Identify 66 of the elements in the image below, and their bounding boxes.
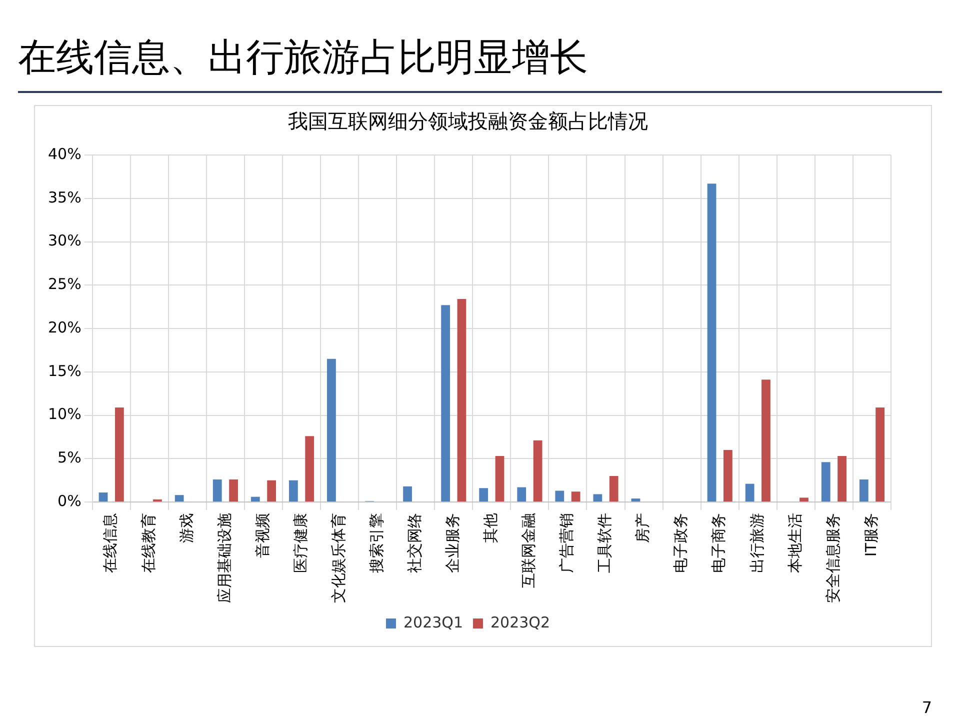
bar bbox=[229, 479, 238, 502]
legend-label: 2023Q2 bbox=[490, 613, 550, 632]
y-tick-label: 5% bbox=[58, 448, 82, 467]
x-tick-label: 文化娱乐体育 bbox=[329, 513, 348, 603]
bar bbox=[212, 479, 222, 502]
y-tick-label: 10% bbox=[48, 405, 82, 424]
bar bbox=[876, 407, 885, 502]
bar bbox=[441, 305, 450, 502]
x-tick-label: 工具软件 bbox=[596, 513, 614, 573]
bar bbox=[457, 299, 466, 502]
x-tick-label: 企业服务 bbox=[444, 513, 462, 573]
text: 7 bbox=[922, 698, 932, 717]
x-tick-label: IT服务 bbox=[862, 513, 880, 557]
chart-subtitle: 我国互联网细分领域投融资金额占比情况 bbox=[288, 109, 648, 134]
x-tick-label: 互联网金融 bbox=[520, 513, 538, 588]
chart-title: 在线信息、出行旅游占比明显增长 bbox=[17, 34, 589, 81]
bar bbox=[479, 488, 488, 502]
x-tick-label: 房产 bbox=[634, 513, 652, 543]
bar bbox=[174, 495, 184, 502]
y-tick-label: 20% bbox=[48, 318, 82, 336]
bar bbox=[250, 496, 260, 502]
bar bbox=[609, 476, 618, 502]
bar bbox=[517, 487, 526, 502]
bar bbox=[762, 380, 770, 502]
bar bbox=[593, 494, 602, 502]
x-tick-label: 电子政务 bbox=[672, 513, 690, 573]
y-tick-label: 35% bbox=[48, 188, 82, 206]
x-tick-label: 广告营销 bbox=[558, 513, 576, 573]
bar bbox=[745, 484, 754, 502]
bar bbox=[327, 358, 336, 502]
x-tick-label: 其他 bbox=[482, 513, 500, 543]
bar bbox=[305, 436, 314, 502]
x-tick-label: 在线信息 bbox=[101, 513, 120, 573]
y-tick-label: 25% bbox=[48, 275, 82, 294]
y-tick-label: 0% bbox=[58, 492, 82, 510]
x-tick-label: 在线教育 bbox=[139, 513, 158, 573]
bar bbox=[288, 480, 298, 502]
x-tick-label: 电子商务 bbox=[710, 513, 728, 573]
bar bbox=[838, 456, 846, 502]
x-tick-label: 音视频 bbox=[253, 513, 272, 558]
bar bbox=[98, 492, 108, 502]
y-tick-label: 30% bbox=[48, 232, 82, 250]
x-tick-label: 应用基础设施 bbox=[215, 513, 234, 603]
x-tick-label: 安全信息服务 bbox=[824, 513, 842, 603]
x-tick-label: 游戏 bbox=[177, 513, 196, 543]
bar bbox=[821, 462, 830, 502]
x-tick-label: 搜索引擎 bbox=[367, 513, 386, 573]
bar bbox=[859, 479, 868, 502]
bar bbox=[114, 407, 124, 502]
bar bbox=[555, 490, 564, 502]
bar bbox=[533, 440, 542, 502]
y-tick-label: 15% bbox=[48, 362, 82, 380]
y-tick-label: 40% bbox=[48, 144, 82, 163]
bar bbox=[267, 480, 276, 502]
bar bbox=[723, 450, 732, 502]
bar bbox=[495, 456, 504, 502]
bar bbox=[707, 184, 716, 502]
x-tick-label: 医疗健康 bbox=[291, 513, 310, 573]
x-tick-label: 本地生活 bbox=[786, 513, 804, 573]
bar bbox=[800, 498, 808, 502]
x-tick-label: 出行旅游 bbox=[748, 513, 766, 573]
bar bbox=[571, 492, 580, 502]
x-tick-label: 社交网络 bbox=[406, 513, 424, 573]
bar bbox=[403, 486, 412, 502]
bar bbox=[631, 498, 640, 502]
legend-label: 2023Q1 bbox=[403, 613, 464, 632]
